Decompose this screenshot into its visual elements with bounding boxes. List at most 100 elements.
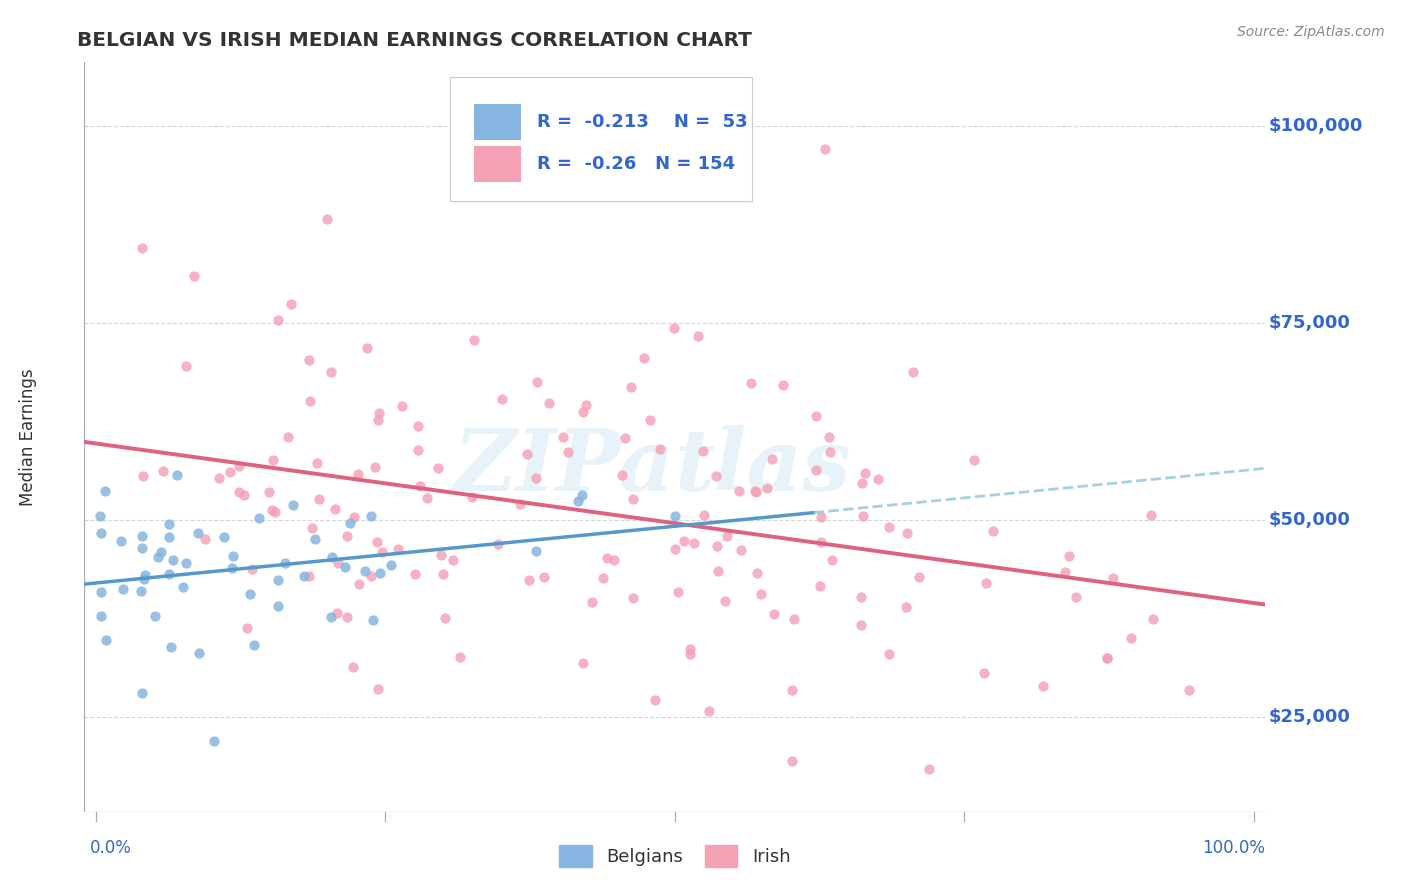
- Point: [714, 594, 737, 608]
- Point: [877, 648, 900, 662]
- Point: [132, 469, 155, 483]
- Point: [243, 638, 266, 652]
- Point: [851, 591, 873, 605]
- Point: [1142, 612, 1164, 626]
- Point: [368, 406, 391, 420]
- Text: ZIPa: ZIPa: [454, 425, 675, 508]
- Point: [308, 491, 330, 506]
- Point: [131, 584, 153, 599]
- Point: [371, 545, 394, 559]
- Point: [519, 573, 541, 587]
- Point: [688, 329, 710, 343]
- Point: [267, 312, 290, 326]
- Point: [236, 621, 259, 635]
- Point: [894, 599, 917, 614]
- Point: [364, 459, 387, 474]
- Point: [744, 484, 766, 499]
- Point: [280, 297, 302, 311]
- Point: [162, 553, 184, 567]
- Point: [692, 508, 714, 522]
- Point: [621, 591, 644, 605]
- Point: [361, 613, 384, 627]
- Text: $100,000: $100,000: [1270, 117, 1364, 135]
- Point: [298, 569, 321, 583]
- Point: [152, 464, 174, 478]
- Point: [683, 536, 706, 550]
- Point: [321, 610, 343, 624]
- Point: [808, 579, 831, 593]
- Point: [664, 542, 686, 557]
- Point: [730, 543, 752, 558]
- Point: [551, 430, 574, 444]
- Point: [1101, 571, 1123, 585]
- Point: [239, 587, 262, 601]
- Point: [132, 572, 155, 586]
- Point: [804, 462, 827, 476]
- Point: [150, 545, 173, 559]
- Point: [323, 502, 346, 516]
- Point: [366, 534, 388, 549]
- Point: [610, 467, 633, 482]
- Text: Source: ZipAtlas.com: Source: ZipAtlas.com: [1237, 25, 1385, 39]
- Point: [868, 472, 890, 486]
- Point: [974, 576, 997, 591]
- Point: [174, 556, 197, 570]
- Point: [581, 594, 603, 608]
- Point: [416, 491, 439, 505]
- FancyBboxPatch shape: [474, 145, 522, 182]
- Point: [810, 509, 832, 524]
- Point: [673, 534, 696, 549]
- Point: [408, 478, 430, 492]
- Point: [432, 566, 454, 581]
- Point: [780, 754, 803, 768]
- FancyBboxPatch shape: [450, 78, 752, 201]
- Point: [981, 524, 1004, 539]
- Point: [821, 553, 844, 567]
- Point: [1032, 679, 1054, 693]
- Point: [716, 529, 738, 543]
- Point: [90, 585, 112, 599]
- Point: [644, 693, 666, 707]
- Point: [157, 530, 180, 544]
- Point: [131, 686, 153, 700]
- Point: [666, 585, 689, 599]
- Point: [247, 510, 270, 524]
- Point: [533, 570, 555, 584]
- Point: [157, 516, 180, 531]
- Point: [441, 553, 464, 567]
- Point: [94, 632, 117, 647]
- Point: [516, 447, 538, 461]
- Point: [620, 380, 643, 394]
- Point: [263, 505, 285, 519]
- Legend: Belgians, Irish: Belgians, Irish: [553, 838, 797, 874]
- Point: [572, 656, 595, 670]
- Point: [678, 648, 700, 662]
- Point: [391, 400, 413, 414]
- Point: [262, 502, 284, 516]
- Point: [973, 665, 995, 680]
- Point: [780, 682, 803, 697]
- Point: [111, 582, 134, 596]
- Point: [166, 467, 188, 482]
- Point: [232, 488, 254, 502]
- Point: [613, 431, 636, 445]
- Point: [187, 646, 209, 660]
- Point: [342, 660, 364, 674]
- Point: [360, 508, 382, 523]
- Point: [347, 577, 370, 591]
- Text: tlas: tlas: [675, 425, 852, 508]
- Point: [90, 609, 112, 624]
- Point: [267, 599, 290, 614]
- Point: [1059, 549, 1081, 564]
- Point: [745, 566, 768, 580]
- Point: [571, 488, 593, 502]
- Point: [524, 470, 547, 484]
- Point: [692, 444, 714, 458]
- Point: [1095, 651, 1118, 665]
- Point: [356, 341, 378, 355]
- Point: [575, 398, 598, 412]
- Point: [304, 532, 326, 546]
- Point: [697, 704, 720, 718]
- Point: [307, 456, 329, 470]
- Point: [745, 484, 768, 499]
